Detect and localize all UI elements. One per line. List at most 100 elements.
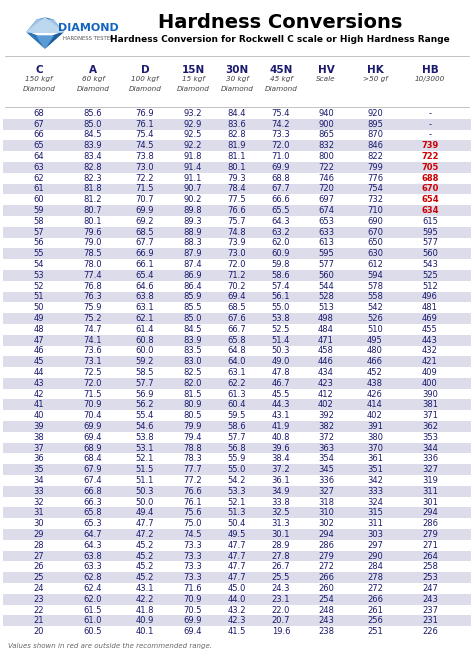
Text: 414: 414 [367,400,383,409]
Text: 32: 32 [34,497,44,507]
Text: 85.0: 85.0 [84,120,102,128]
Text: 402: 402 [367,411,383,420]
Text: 61.5: 61.5 [84,606,102,615]
Text: 88.3: 88.3 [183,239,202,248]
Text: 284: 284 [367,562,383,571]
Text: 319: 319 [422,476,438,485]
Text: 60: 60 [34,195,44,204]
Text: A: A [89,65,97,75]
Text: 49: 49 [34,314,44,323]
Text: 76.3: 76.3 [83,293,102,301]
Text: 47.7: 47.7 [228,552,246,561]
Text: 37: 37 [34,443,45,452]
Text: 46: 46 [34,346,44,355]
Text: 53.8: 53.8 [136,433,155,442]
Text: 361: 361 [367,454,383,464]
Text: 351: 351 [367,465,383,474]
Text: 51.5: 51.5 [136,465,154,474]
Bar [3,486,471,497]
Text: 41.9: 41.9 [272,422,290,431]
Text: 421: 421 [422,357,438,366]
Text: 76.1: 76.1 [136,120,155,128]
Text: 613: 613 [318,239,334,248]
Text: 732: 732 [367,195,383,204]
Bar [3,507,471,518]
Text: 31.3: 31.3 [272,519,290,528]
Text: 43: 43 [34,379,44,388]
Text: 24.3: 24.3 [272,584,290,593]
Text: 279: 279 [318,552,334,561]
Text: 65.3: 65.3 [84,519,102,528]
Text: 93.2: 93.2 [184,109,202,118]
Text: 60.0: 60.0 [136,346,154,355]
Text: 45.2: 45.2 [136,541,154,550]
Text: -: - [428,120,431,128]
Text: 84.4: 84.4 [228,109,246,118]
Text: 85.0: 85.0 [184,314,202,323]
Text: 47.7: 47.7 [228,562,246,571]
Text: 80.5: 80.5 [184,411,202,420]
Text: 88.9: 88.9 [184,228,202,237]
Text: 452: 452 [367,368,383,377]
Text: 59.2: 59.2 [136,357,154,366]
Bar [3,615,471,626]
Text: 799: 799 [367,163,383,172]
Text: 44: 44 [34,368,44,377]
Text: HB: HB [422,65,438,75]
Text: 73.0: 73.0 [228,249,246,258]
Text: 81.5: 81.5 [184,390,202,398]
Text: Hardness Conversions: Hardness Conversions [158,12,402,31]
Text: 35: 35 [34,465,44,474]
Text: 272: 272 [318,562,334,571]
Text: 51.1: 51.1 [136,476,154,485]
Text: 279: 279 [422,530,438,539]
Text: 42.3: 42.3 [228,616,246,625]
Text: 41.5: 41.5 [228,627,246,636]
Text: 78.8: 78.8 [183,443,202,452]
Text: 58.6: 58.6 [228,422,246,431]
Text: 466: 466 [367,357,383,366]
Text: 84.5: 84.5 [184,325,202,334]
Text: 73.1: 73.1 [84,357,102,366]
Text: 36: 36 [34,454,45,464]
Text: 286: 286 [422,519,438,528]
Text: 82.8: 82.8 [84,163,102,172]
Text: 49.4: 49.4 [136,509,154,517]
Text: 78.0: 78.0 [84,260,102,269]
Text: 237: 237 [422,606,438,615]
Text: 73.3: 73.3 [272,130,291,140]
Text: 558: 558 [367,293,383,301]
Text: 87.9: 87.9 [184,249,202,258]
Text: 66.7: 66.7 [228,325,246,334]
Text: 390: 390 [422,390,438,398]
Text: 315: 315 [367,509,383,517]
Text: 75.6: 75.6 [184,509,202,517]
Text: 423: 423 [318,379,334,388]
Bar [3,291,471,303]
Text: 303: 303 [367,530,383,539]
Text: 61.3: 61.3 [228,390,246,398]
Text: 91.8: 91.8 [184,152,202,161]
Text: 458: 458 [318,346,334,355]
Text: 77.4: 77.4 [84,271,102,280]
Text: 72.0: 72.0 [84,379,102,388]
Text: 70.5: 70.5 [184,606,202,615]
Text: 47: 47 [34,336,44,345]
Text: 50: 50 [34,303,44,312]
Text: 70.2: 70.2 [228,282,246,291]
Text: 51.3: 51.3 [228,509,246,517]
Text: D: D [141,65,149,75]
Text: 68.9: 68.9 [84,443,102,452]
Text: 670: 670 [421,185,439,194]
Text: 832: 832 [318,141,334,150]
Text: 60.8: 60.8 [136,336,155,345]
Text: 336: 336 [318,476,334,485]
Text: 697: 697 [318,195,334,204]
Text: 58: 58 [34,217,44,226]
Text: 10/3000: 10/3000 [415,76,445,82]
Text: 68: 68 [34,109,45,118]
Text: 27.8: 27.8 [272,552,290,561]
Text: 633: 633 [318,228,334,237]
Text: 77.5: 77.5 [228,195,246,204]
Text: 560: 560 [318,271,334,280]
